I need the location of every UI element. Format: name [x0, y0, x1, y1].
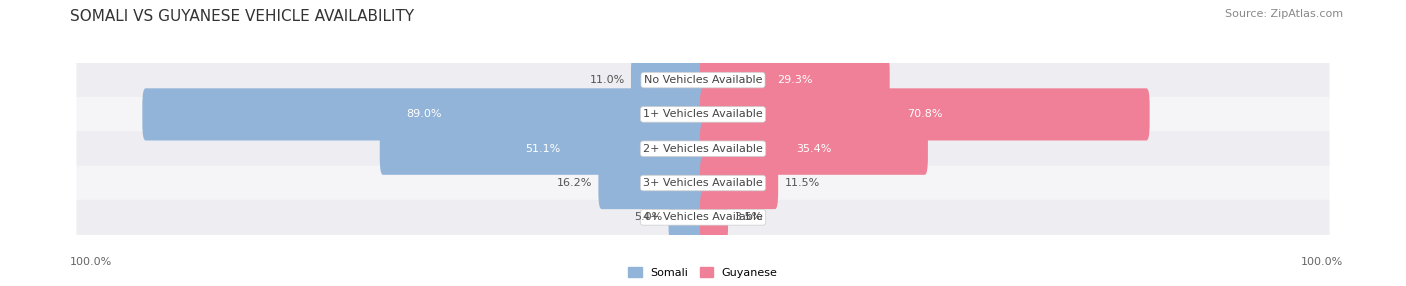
FancyBboxPatch shape: [599, 157, 706, 209]
Text: Source: ZipAtlas.com: Source: ZipAtlas.com: [1225, 9, 1343, 19]
Text: 16.2%: 16.2%: [557, 178, 592, 188]
FancyBboxPatch shape: [380, 123, 706, 175]
Legend: Somali, Guyanese: Somali, Guyanese: [628, 267, 778, 278]
Text: 89.0%: 89.0%: [406, 110, 441, 119]
Text: 11.5%: 11.5%: [785, 178, 820, 188]
Text: 100.0%: 100.0%: [1301, 257, 1343, 267]
FancyBboxPatch shape: [700, 157, 778, 209]
Text: 35.4%: 35.4%: [796, 144, 831, 154]
FancyBboxPatch shape: [142, 88, 706, 140]
Text: 70.8%: 70.8%: [907, 110, 942, 119]
FancyBboxPatch shape: [700, 54, 890, 106]
Text: 4+ Vehicles Available: 4+ Vehicles Available: [643, 212, 763, 222]
FancyBboxPatch shape: [76, 97, 1330, 132]
Text: No Vehicles Available: No Vehicles Available: [644, 75, 762, 85]
FancyBboxPatch shape: [700, 88, 1150, 140]
FancyBboxPatch shape: [700, 123, 928, 175]
Text: 1+ Vehicles Available: 1+ Vehicles Available: [643, 110, 763, 119]
FancyBboxPatch shape: [700, 191, 728, 243]
FancyBboxPatch shape: [76, 63, 1330, 98]
FancyBboxPatch shape: [631, 54, 706, 106]
FancyBboxPatch shape: [76, 131, 1330, 166]
Text: 2+ Vehicles Available: 2+ Vehicles Available: [643, 144, 763, 154]
FancyBboxPatch shape: [76, 200, 1330, 235]
Text: SOMALI VS GUYANESE VEHICLE AVAILABILITY: SOMALI VS GUYANESE VEHICLE AVAILABILITY: [70, 9, 415, 23]
Text: 3+ Vehicles Available: 3+ Vehicles Available: [643, 178, 763, 188]
FancyBboxPatch shape: [668, 191, 706, 243]
Text: 11.0%: 11.0%: [589, 75, 624, 85]
FancyBboxPatch shape: [76, 166, 1330, 200]
Text: 100.0%: 100.0%: [70, 257, 112, 267]
Text: 3.5%: 3.5%: [734, 212, 762, 222]
Text: 51.1%: 51.1%: [526, 144, 561, 154]
Text: 5.0%: 5.0%: [634, 212, 662, 222]
Text: 29.3%: 29.3%: [778, 75, 813, 85]
